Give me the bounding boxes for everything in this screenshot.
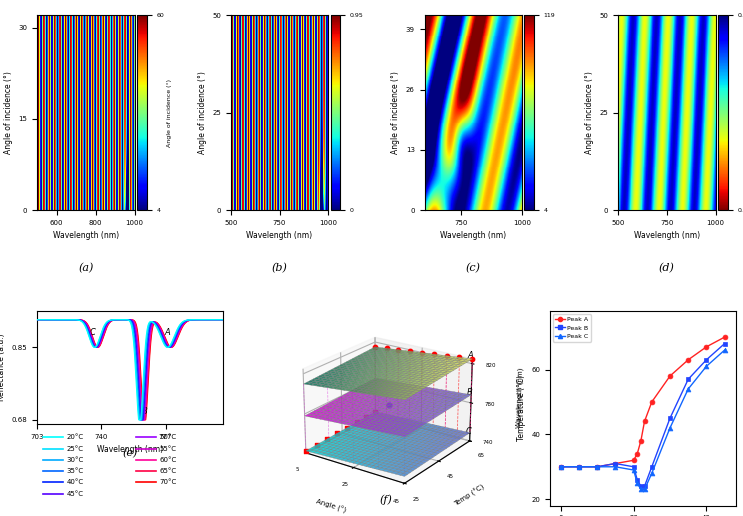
Y-axis label: Angle of incidence (°): Angle of incidence (°) [167, 79, 172, 147]
Peak A [640, 418, 649, 425]
Peak A [637, 438, 646, 444]
Text: 40°C: 40°C [67, 479, 84, 486]
Peak A [666, 373, 675, 379]
Peak C [666, 425, 675, 431]
Peak C [720, 347, 729, 353]
Peak B [637, 483, 646, 489]
Peak A [633, 450, 642, 457]
Peak B [702, 357, 711, 363]
Peak B [629, 464, 638, 470]
Text: 60°C: 60°C [160, 457, 177, 463]
X-axis label: Wavelength (nm): Wavelength (nm) [440, 231, 506, 240]
Peak B [640, 483, 649, 489]
Peak B [574, 464, 583, 470]
Text: 50°C: 50°C [160, 434, 177, 440]
Title: (a): (a) [78, 263, 94, 273]
Peak B [611, 460, 620, 466]
Peak A [702, 344, 711, 350]
Peak A [684, 357, 692, 363]
Y-axis label: Temperature (°C): Temperature (°C) [516, 375, 525, 442]
Peak C [702, 363, 711, 369]
Peak B [593, 464, 602, 470]
Title: (c): (c) [466, 263, 481, 273]
Peak B [633, 477, 642, 483]
Text: 65°C: 65°C [160, 468, 177, 474]
X-axis label: Angle (°): Angle (°) [315, 498, 347, 514]
Line: Peak C: Peak C [558, 348, 727, 492]
Text: 35°C: 35°C [67, 468, 84, 474]
Peak C [557, 464, 565, 470]
Peak C [574, 464, 583, 470]
Peak C [640, 487, 649, 493]
Y-axis label: Angle of incidence (°): Angle of incidence (°) [392, 71, 400, 154]
Title: (e): (e) [123, 448, 137, 458]
Peak B [684, 376, 692, 382]
Peak C [629, 467, 638, 473]
Peak A [593, 464, 602, 470]
Text: 25°C: 25°C [67, 445, 84, 452]
Text: 45°C: 45°C [67, 491, 84, 497]
Legend: Peak A, Peak B, Peak C: Peak A, Peak B, Peak C [553, 314, 591, 342]
Peak C [633, 480, 642, 486]
X-axis label: Wavelength (nm): Wavelength (nm) [97, 445, 163, 455]
Title: (b): (b) [272, 263, 288, 273]
Peak B [666, 415, 675, 421]
Y-axis label: Angle of incidence (°): Angle of incidence (°) [585, 71, 594, 154]
X-axis label: Wavelength (nm): Wavelength (nm) [53, 231, 119, 240]
Peak C [611, 464, 620, 470]
Text: C: C [90, 329, 96, 337]
Text: 20°C: 20°C [67, 434, 84, 440]
Peak C [637, 487, 646, 493]
X-axis label: Wavelength (nm): Wavelength (nm) [634, 231, 700, 240]
Peak B [647, 464, 656, 470]
Text: 30°C: 30°C [67, 457, 84, 463]
Y-axis label: Angle of incidence (°): Angle of incidence (°) [198, 71, 207, 154]
Y-axis label: Angle of incidence (°): Angle of incidence (°) [4, 71, 13, 154]
Title: (f): (f) [380, 495, 393, 505]
Peak A [720, 334, 729, 340]
Text: B: B [141, 407, 147, 416]
Y-axis label: Reflectance (a.u.): Reflectance (a.u.) [0, 334, 6, 401]
Peak A [611, 460, 620, 466]
Peak B [720, 341, 729, 347]
X-axis label: Wavelength (nm): Wavelength (nm) [247, 231, 313, 240]
Text: 55°C: 55°C [160, 445, 177, 452]
Peak B [557, 464, 565, 470]
Peak A [574, 464, 583, 470]
Peak C [684, 386, 692, 392]
Title: (d): (d) [659, 263, 675, 273]
Text: 70°C: 70°C [160, 479, 177, 486]
Peak C [593, 464, 602, 470]
Line: Peak B: Peak B [558, 341, 727, 489]
Text: A: A [164, 329, 170, 337]
Peak C [647, 470, 656, 476]
Peak A [629, 457, 638, 463]
Peak A [647, 399, 656, 405]
Line: Peak A: Peak A [558, 335, 727, 469]
Y-axis label: Temp (°C): Temp (°C) [453, 483, 486, 508]
Peak A [557, 464, 565, 470]
